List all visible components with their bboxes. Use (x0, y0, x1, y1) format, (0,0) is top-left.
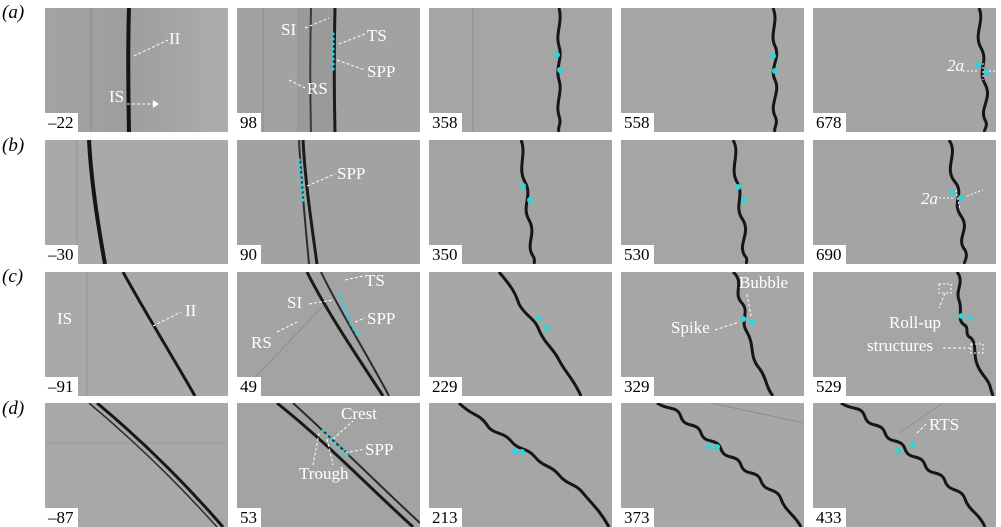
panel-d5: RTS 433 (813, 403, 996, 527)
annotation-spp: SPP (367, 62, 396, 81)
time-label: 53 (237, 508, 261, 527)
panel-a3: 358 (429, 8, 612, 132)
time-label: –91 (45, 377, 78, 396)
annotation-is: IS (57, 309, 73, 328)
time-label: 529 (813, 377, 846, 396)
annotation-ii: II (169, 29, 181, 48)
annotation-roll-up: Roll-up (889, 313, 941, 332)
annotation-is: IS (109, 87, 125, 106)
panel-d1: –87 (45, 403, 228, 527)
time-label: 530 (621, 245, 654, 264)
panel-a5: 2a 678 (813, 8, 996, 132)
time-label: 690 (813, 245, 846, 264)
annotation-ii: II (185, 301, 197, 320)
panel-c2: TS SI SPP RS 49 (237, 272, 420, 396)
annotation-ts: TS (367, 26, 387, 45)
annotation-spp: SPP (365, 440, 394, 459)
annotation-2a: 2a (921, 189, 938, 208)
panel-c3: 229 (429, 272, 612, 396)
time-label: 433 (813, 508, 846, 527)
panel-b5: 2a 690 (813, 140, 996, 264)
panel-c5: Roll-up structures 529 (813, 272, 996, 396)
panel-d3: 213 (429, 403, 612, 527)
panel-b1: –30 (45, 140, 228, 264)
annotation-spp: SPP (367, 309, 396, 328)
time-label: 229 (429, 377, 462, 396)
annotation-rs: RS (307, 79, 328, 98)
annotation-2a: 2a (947, 56, 964, 75)
time-label: 350 (429, 245, 462, 264)
time-label: 558 (621, 113, 654, 132)
time-label: –87 (45, 508, 78, 527)
annotation-si: SI (287, 293, 303, 312)
time-label: 329 (621, 377, 654, 396)
annotation-si: SI (281, 20, 297, 39)
annotation-spp: SPP (337, 164, 366, 183)
row-label-b: (b) (2, 135, 25, 156)
time-label: 358 (429, 113, 462, 132)
annotation-bubble: Bubble (739, 273, 789, 292)
panel-d4: 373 (621, 403, 804, 527)
annotation-ts: TS (365, 272, 385, 290)
time-label: 49 (237, 377, 261, 396)
annotation-trough: Trough (299, 464, 349, 483)
row-label-a: (a) (2, 2, 25, 23)
panel-c4: Bubble Spike 329 (621, 272, 804, 396)
annotation-crest: Crest (341, 404, 377, 423)
time-label: –30 (45, 245, 78, 264)
panel-b4: 530 (621, 140, 804, 264)
annotation-rs: RS (251, 333, 272, 352)
panel-b2: SPP 90 (237, 140, 420, 264)
panel-a4: 558 (621, 8, 804, 132)
panel-a1: II IS –22 (45, 8, 228, 132)
time-label: 373 (621, 508, 654, 527)
panel-c1: IS II –91 (45, 272, 228, 396)
row-label-d: (d) (2, 398, 25, 419)
time-label: 98 (237, 113, 261, 132)
panel-d2: Crest SPP Trough 53 (237, 403, 420, 527)
annotation-spike: Spike (671, 318, 710, 337)
time-label: 213 (429, 508, 462, 527)
annotation-structures: structures (867, 336, 934, 355)
time-label: –22 (45, 113, 78, 132)
time-label: 678 (813, 113, 846, 132)
annotation-rts: RTS (929, 415, 960, 434)
time-label: 90 (237, 245, 261, 264)
row-label-c: (c) (2, 266, 24, 287)
panel-b3: 350 (429, 140, 612, 264)
panel-a2: SI TS SPP RS 98 (237, 8, 420, 132)
